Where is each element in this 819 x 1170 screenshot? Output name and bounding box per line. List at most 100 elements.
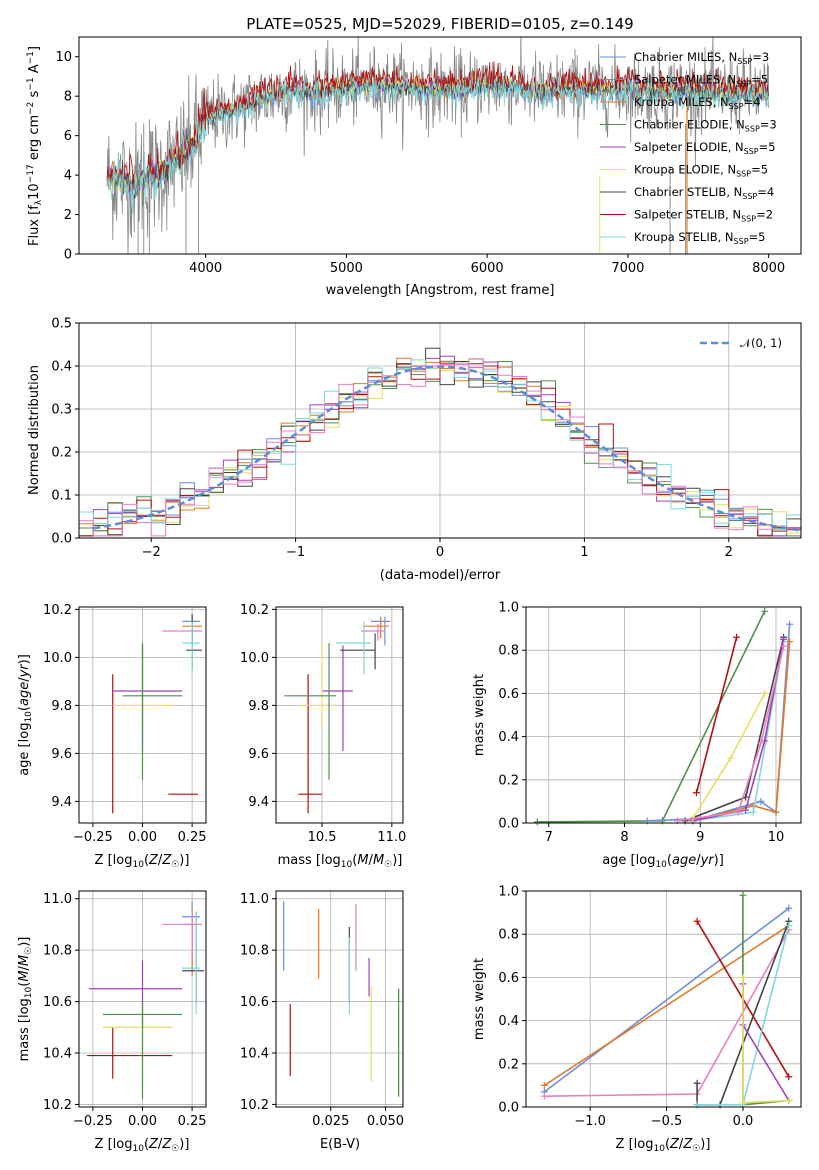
histogram-ylabel: Normed distribution — [27, 365, 42, 495]
legend-eq: =5 — [749, 230, 766, 244]
mass-weight-vs-Z-xlabel: Z [log10(Z/Z☉)] — [616, 1137, 711, 1154]
errorbar-point — [88, 960, 183, 1028]
errorbar-point — [361, 623, 385, 641]
legend-name: Salpeter ELODIE, N — [634, 140, 744, 154]
errorbar-point — [336, 621, 371, 675]
legend-label: Salpeter STELIB, NSSP=2 — [634, 208, 773, 224]
x-tick-label: −1 — [286, 545, 305, 560]
mass-weight-marker — [761, 737, 769, 745]
errorbar-point — [298, 674, 323, 814]
errorbar-point — [186, 614, 203, 670]
spectrum-ylabel: Flux [fλ10−17 erg cm−2 s−1 A−1] — [26, 46, 44, 246]
mass-weight-vs-Z-frame — [525, 890, 802, 1108]
mass-weight-marker — [742, 806, 750, 814]
mass-weight-marker — [734, 808, 742, 816]
y-tick-label: 10.6 — [240, 995, 269, 1010]
mass-weight-marker — [540, 1081, 548, 1089]
x-tick-label: −0.25 — [73, 1114, 113, 1129]
legend-name: Salpeter STELIB, N — [634, 208, 741, 222]
y-tick-label: 9.6 — [248, 747, 269, 762]
y-tick-label: 10.0 — [43, 651, 72, 666]
x-tick-label: 7000 — [611, 261, 644, 276]
x-tick-label: 5000 — [330, 261, 363, 276]
age-vs-mass-xlabel: mass [log10(M/M☉)] — [278, 853, 403, 870]
mass-weight-marker — [785, 922, 793, 930]
y-tick-label: 9.8 — [51, 699, 72, 714]
legend-sub: SSP — [736, 170, 751, 179]
x-tick-label: 6000 — [471, 261, 504, 276]
age-vs-Z-xlabel: Z [log10(Z/Z☉)] — [95, 853, 190, 870]
x-tick-label: 9 — [696, 830, 704, 845]
model-spectrum-line — [109, 74, 769, 214]
x-tick-label: 0.25 — [178, 830, 207, 845]
y-tick-label: 10.4 — [43, 1047, 72, 1062]
errorbar-point — [182, 901, 201, 971]
x-tick-label: 10 — [768, 830, 785, 845]
histogram-panel: −2 −1 0 1 2 0.0 0.1 0.2 0.3 0.4 0.5 (data-model)/e… — [27, 317, 802, 583]
x-tick-label: 1 — [580, 545, 588, 560]
x-tick-label: −0.5 — [651, 1114, 683, 1129]
mass-weight-marker — [785, 1073, 793, 1081]
y-tick-label: 10.2 — [240, 603, 269, 618]
legend-eq: =3 — [760, 118, 777, 132]
x-tick-label: 2 — [725, 545, 733, 560]
y-tick-label: 8 — [64, 90, 72, 105]
errorbar-point — [112, 674, 199, 814]
mass-weight-series — [543, 924, 790, 1087]
mass-weight-vs-Z-ylabel: mass weight — [472, 958, 487, 1040]
y-tick-label: 0.2 — [498, 773, 519, 788]
x-tick-label: −0.25 — [73, 830, 113, 845]
mass-weight-marker — [739, 1099, 747, 1107]
legend-eq: =3 — [752, 50, 769, 64]
mass-weight-marker — [772, 808, 780, 816]
mass-weight-marker — [757, 797, 765, 805]
mass-weight-marker — [780, 635, 788, 643]
y-tick-label: 0.1 — [51, 489, 72, 504]
legend-sub: SSP — [745, 125, 760, 134]
normal-legend-label: 𝒩(0, 1) — [740, 336, 782, 350]
x-tick-label: 8 — [620, 830, 628, 845]
legend-label: Salpeter MILES, NSSP=5 — [634, 73, 768, 89]
mass-weight-marker — [785, 904, 793, 912]
errorbar-point — [340, 633, 376, 670]
mass-weight-series — [742, 977, 789, 1104]
legend-eq: =5 — [759, 140, 776, 154]
mass-vs-Z-panel: −0.25 0.00 0.25 10.2 10.4 10.6 10.8 11.0 Z [log… — [17, 890, 207, 1154]
mass-weight-marker — [749, 808, 757, 816]
mass-vs-EBV-panel: 0.025 0.050 10.2 10.4 10.6 10.8 11.0 E(B-V) — [240, 890, 404, 1152]
mass-weight-series — [677, 645, 785, 822]
mass-vs-Z-ylabel: mass [log10(M/M☉)] — [17, 937, 34, 1062]
y-tick-label: 0.5 — [51, 317, 72, 332]
legend-label: Kroupa ELODIE, NSSP=5 — [634, 163, 768, 179]
y-tick-label: 0.2 — [498, 1057, 519, 1072]
y-tick-label: 4 — [64, 169, 72, 184]
spectrum-panel: PLATE=0525, MJD=52029, FIBERID=0105, z=0… — [26, 15, 802, 298]
histogram-step — [79, 358, 801, 537]
legend-label: Chabrier ELODIE, NSSP=3 — [634, 118, 777, 134]
y-tick-label: 2 — [64, 208, 72, 223]
y-tick-label: 10.2 — [240, 1098, 269, 1113]
errorbar-point — [182, 911, 205, 1002]
mass-weight-marker — [733, 633, 741, 641]
mass-weight-marker — [761, 689, 769, 697]
x-tick-label: 0 — [436, 545, 444, 560]
legend-sub: SSP — [734, 237, 749, 246]
mass-weight-marker — [786, 638, 794, 646]
y-tick-label: 10.2 — [43, 603, 72, 618]
mass-weight-marker — [757, 739, 765, 747]
mass-weight-series — [692, 641, 791, 822]
x-tick-label: 7 — [545, 830, 553, 845]
spectrum-xlabel: wavelength [Angstrom, rest frame] — [326, 283, 555, 298]
errorbar-point — [182, 621, 201, 675]
y-tick-label: 0.0 — [498, 1101, 519, 1116]
x-tick-label: 0.0 — [733, 1114, 754, 1129]
histogram-legend: 𝒩(0, 1) — [700, 336, 782, 350]
y-tick-label: 0.6 — [498, 687, 519, 702]
y-tick-label: 10.0 — [240, 651, 269, 666]
mass-weight-vs-age-frame — [525, 606, 802, 824]
y-tick-label: 0.2 — [51, 446, 72, 461]
mass-weight-marker — [692, 789, 700, 797]
mass-weight-marker — [540, 1092, 548, 1100]
